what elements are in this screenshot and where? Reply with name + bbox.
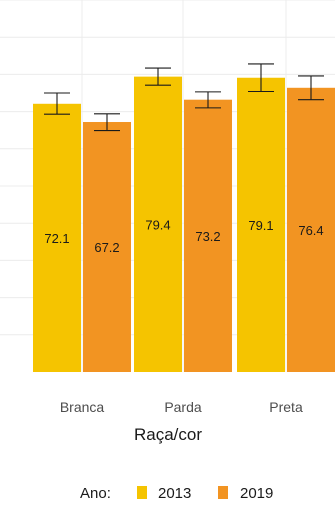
data-label-branca-2019: 67.2 (94, 240, 119, 255)
bar-parda-2013 (134, 76, 182, 372)
data-label-branca-2013: 72.1 (44, 231, 69, 246)
bar-branca-2013 (33, 103, 81, 373)
legend-label-2013: 2013 (158, 485, 191, 502)
bar-preta-2013 (237, 77, 285, 373)
error-bars (44, 63, 324, 132)
legend-key-2013 (137, 486, 147, 499)
bar-branca-2019 (83, 122, 131, 373)
x-tick-labels: Branca Parda Preta (60, 399, 303, 415)
data-label-parda-2019: 73.2 (195, 229, 220, 244)
error-bar-branca-2013 (44, 92, 70, 115)
x-axis-title: Raça/cor (134, 425, 202, 444)
error-bar-parda-2013 (145, 67, 171, 86)
data-label-preta-2019: 76.4 (298, 223, 323, 238)
x-tick-label-parda: Parda (164, 399, 202, 415)
bars (33, 76, 335, 373)
x-tick-label-branca: Branca (60, 399, 105, 415)
data-label-parda-2013: 79.4 (145, 217, 170, 232)
data-labels: 72.1 67.2 79.4 73.2 79.1 76.4 (44, 217, 323, 255)
error-bar-parda-2019 (195, 91, 221, 109)
error-bar-preta-2013 (248, 63, 274, 93)
bar-preta-2019 (287, 87, 335, 373)
error-bar-preta-2019 (298, 75, 324, 101)
error-bar-branca-2019 (94, 113, 120, 132)
data-label-preta-2013: 79.1 (248, 218, 273, 233)
legend-title: Ano: (80, 485, 111, 502)
x-tick-label-preta: Preta (269, 399, 303, 415)
legend-key-2019 (218, 486, 228, 499)
legend: Ano: 2013 2019 (80, 485, 273, 502)
bar-parda-2019 (184, 99, 232, 373)
legend-label-2019: 2019 (240, 485, 273, 502)
